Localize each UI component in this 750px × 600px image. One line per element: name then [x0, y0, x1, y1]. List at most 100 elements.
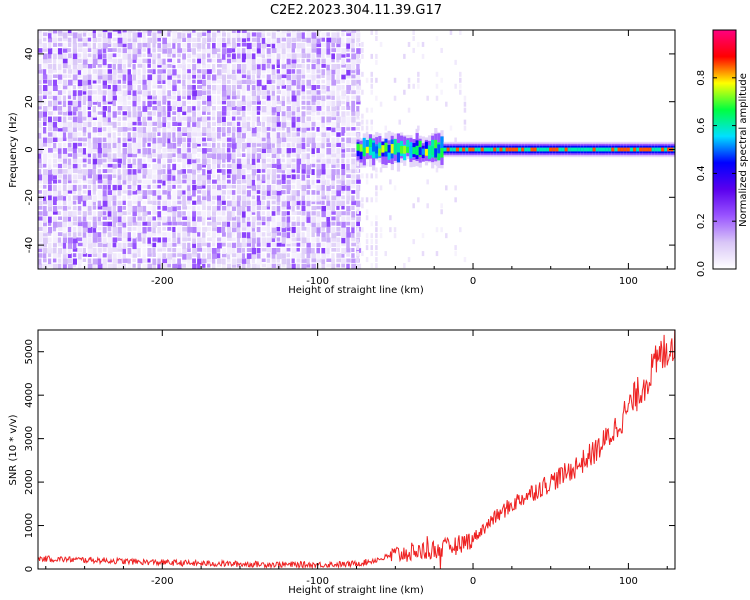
- heatmap-cell: [177, 142, 181, 147]
- heatmap-cell: [72, 48, 78, 54]
- heatmap-cell: [127, 258, 131, 264]
- heatmap-cell: [107, 53, 112, 60]
- heatmap-cell: [331, 53, 336, 60]
- heatmap-cell: [241, 211, 246, 218]
- heatmap-cell: [212, 184, 217, 190]
- heatmap-cell: [316, 263, 321, 269]
- heatmap-cell: [236, 200, 241, 207]
- heatmap-cell: [137, 169, 142, 174]
- heatmap-cell: [236, 216, 241, 223]
- heatmap-cell: [221, 74, 227, 81]
- heatmap-cell: [221, 163, 226, 168]
- heatmap-cell: [393, 233, 397, 239]
- heatmap-cell: [336, 169, 340, 175]
- heatmap-cell: [276, 95, 280, 101]
- heatmap-cell: [152, 132, 157, 138]
- heatmap-cell: [286, 137, 292, 142]
- spectrogram-ylabel: Frequency (Hz): [8, 112, 19, 188]
- heatmap-cell: [316, 237, 320, 243]
- heatmap-cell: [62, 132, 67, 139]
- heatmap-cell: [341, 137, 345, 142]
- heatmap-cell: [236, 137, 242, 144]
- heatmap-cell: [341, 169, 346, 176]
- heatmap-cell: [356, 90, 361, 95]
- heatmap-cell: [336, 32, 340, 39]
- heatmap-cell: [356, 143, 360, 151]
- heatmap-cell: [417, 77, 420, 83]
- heatmap-cell: [67, 247, 72, 255]
- heatmap-cell: [236, 48, 241, 54]
- heatmap-cell: [261, 205, 267, 210]
- heatmap-cell: [147, 100, 152, 107]
- heatmap-cell: [202, 153, 207, 159]
- heatmap-cell: [182, 216, 188, 221]
- heatmap-cell: [291, 37, 297, 43]
- heatmap-cell: [62, 148, 68, 154]
- heatmap-cell: [426, 203, 429, 209]
- heatmap-cell: [192, 48, 196, 55]
- heatmap-cell: [256, 100, 261, 105]
- heatmap-cell: [82, 84, 87, 92]
- heatmap-cell: [346, 158, 350, 164]
- heatmap-cell: [57, 37, 63, 42]
- heatmap-cell: [306, 53, 311, 58]
- heatmap-cell: [266, 242, 271, 248]
- heatmap-cell: [286, 148, 292, 154]
- heatmap-cell: [216, 221, 222, 226]
- heatmap-cell: [276, 121, 281, 127]
- heatmap-cell: [351, 200, 357, 206]
- heatmap-cell: [398, 119, 401, 125]
- heatmap-cell: [286, 226, 291, 232]
- heatmap-cell: [38, 153, 42, 159]
- heatmap-cell: [177, 63, 183, 69]
- heatmap-cell: [177, 242, 182, 247]
- heatmap-cell: [351, 121, 356, 126]
- heatmap-cell: [97, 148, 103, 154]
- heatmap-cell: [226, 263, 231, 269]
- heatmap-cell: [38, 63, 42, 71]
- heatmap-cell: [87, 216, 92, 220]
- heatmap-cell: [370, 119, 373, 125]
- heatmap-cell: [117, 226, 122, 234]
- heatmap-cell: [608, 147, 612, 152]
- heatmap-cell: [389, 179, 392, 185]
- heatmap-cell: [57, 242, 63, 247]
- heatmap-cell: [393, 185, 397, 191]
- heatmap-cell: [341, 69, 346, 75]
- heatmap-cell: [57, 247, 63, 254]
- heatmap-cell: [57, 69, 62, 75]
- heatmap-cell: [291, 137, 297, 143]
- heatmap-cell: [67, 53, 72, 59]
- heatmap-cell: [132, 84, 136, 91]
- heatmap-cell: [127, 190, 132, 196]
- heatmap-cell: [336, 132, 341, 137]
- heatmap-cell: [281, 53, 286, 59]
- heatmap-cell: [276, 142, 281, 148]
- heatmap-cell: [172, 90, 177, 95]
- heatmap-cell: [375, 185, 378, 191]
- heatmap-cell: [182, 226, 188, 232]
- heatmap-cell: [351, 179, 356, 185]
- heatmap-cell: [341, 247, 347, 255]
- heatmap-cell: [82, 163, 87, 168]
- heatmap-cell: [67, 90, 72, 96]
- heatmap-cell: [122, 158, 127, 165]
- heatmap-cell: [346, 121, 351, 128]
- heatmap-cell: [221, 142, 226, 148]
- heatmap-cell: [57, 48, 63, 55]
- heatmap-cell: [152, 163, 158, 170]
- heatmap-cell: [231, 200, 237, 207]
- heatmap-cell: [147, 195, 151, 201]
- heatmap-cell: [251, 95, 257, 101]
- heatmap-cell: [202, 90, 207, 96]
- heatmap-cell: [251, 53, 256, 60]
- heatmap-cell: [483, 147, 488, 152]
- heatmap-cell: [142, 148, 148, 155]
- heatmap-cell: [216, 106, 222, 111]
- heatmap-cell: [92, 247, 97, 254]
- heatmap-cell: [52, 100, 58, 107]
- heatmap-cell: [356, 37, 361, 43]
- heatmap-cell: [296, 132, 300, 137]
- heatmap-cell: [241, 153, 246, 158]
